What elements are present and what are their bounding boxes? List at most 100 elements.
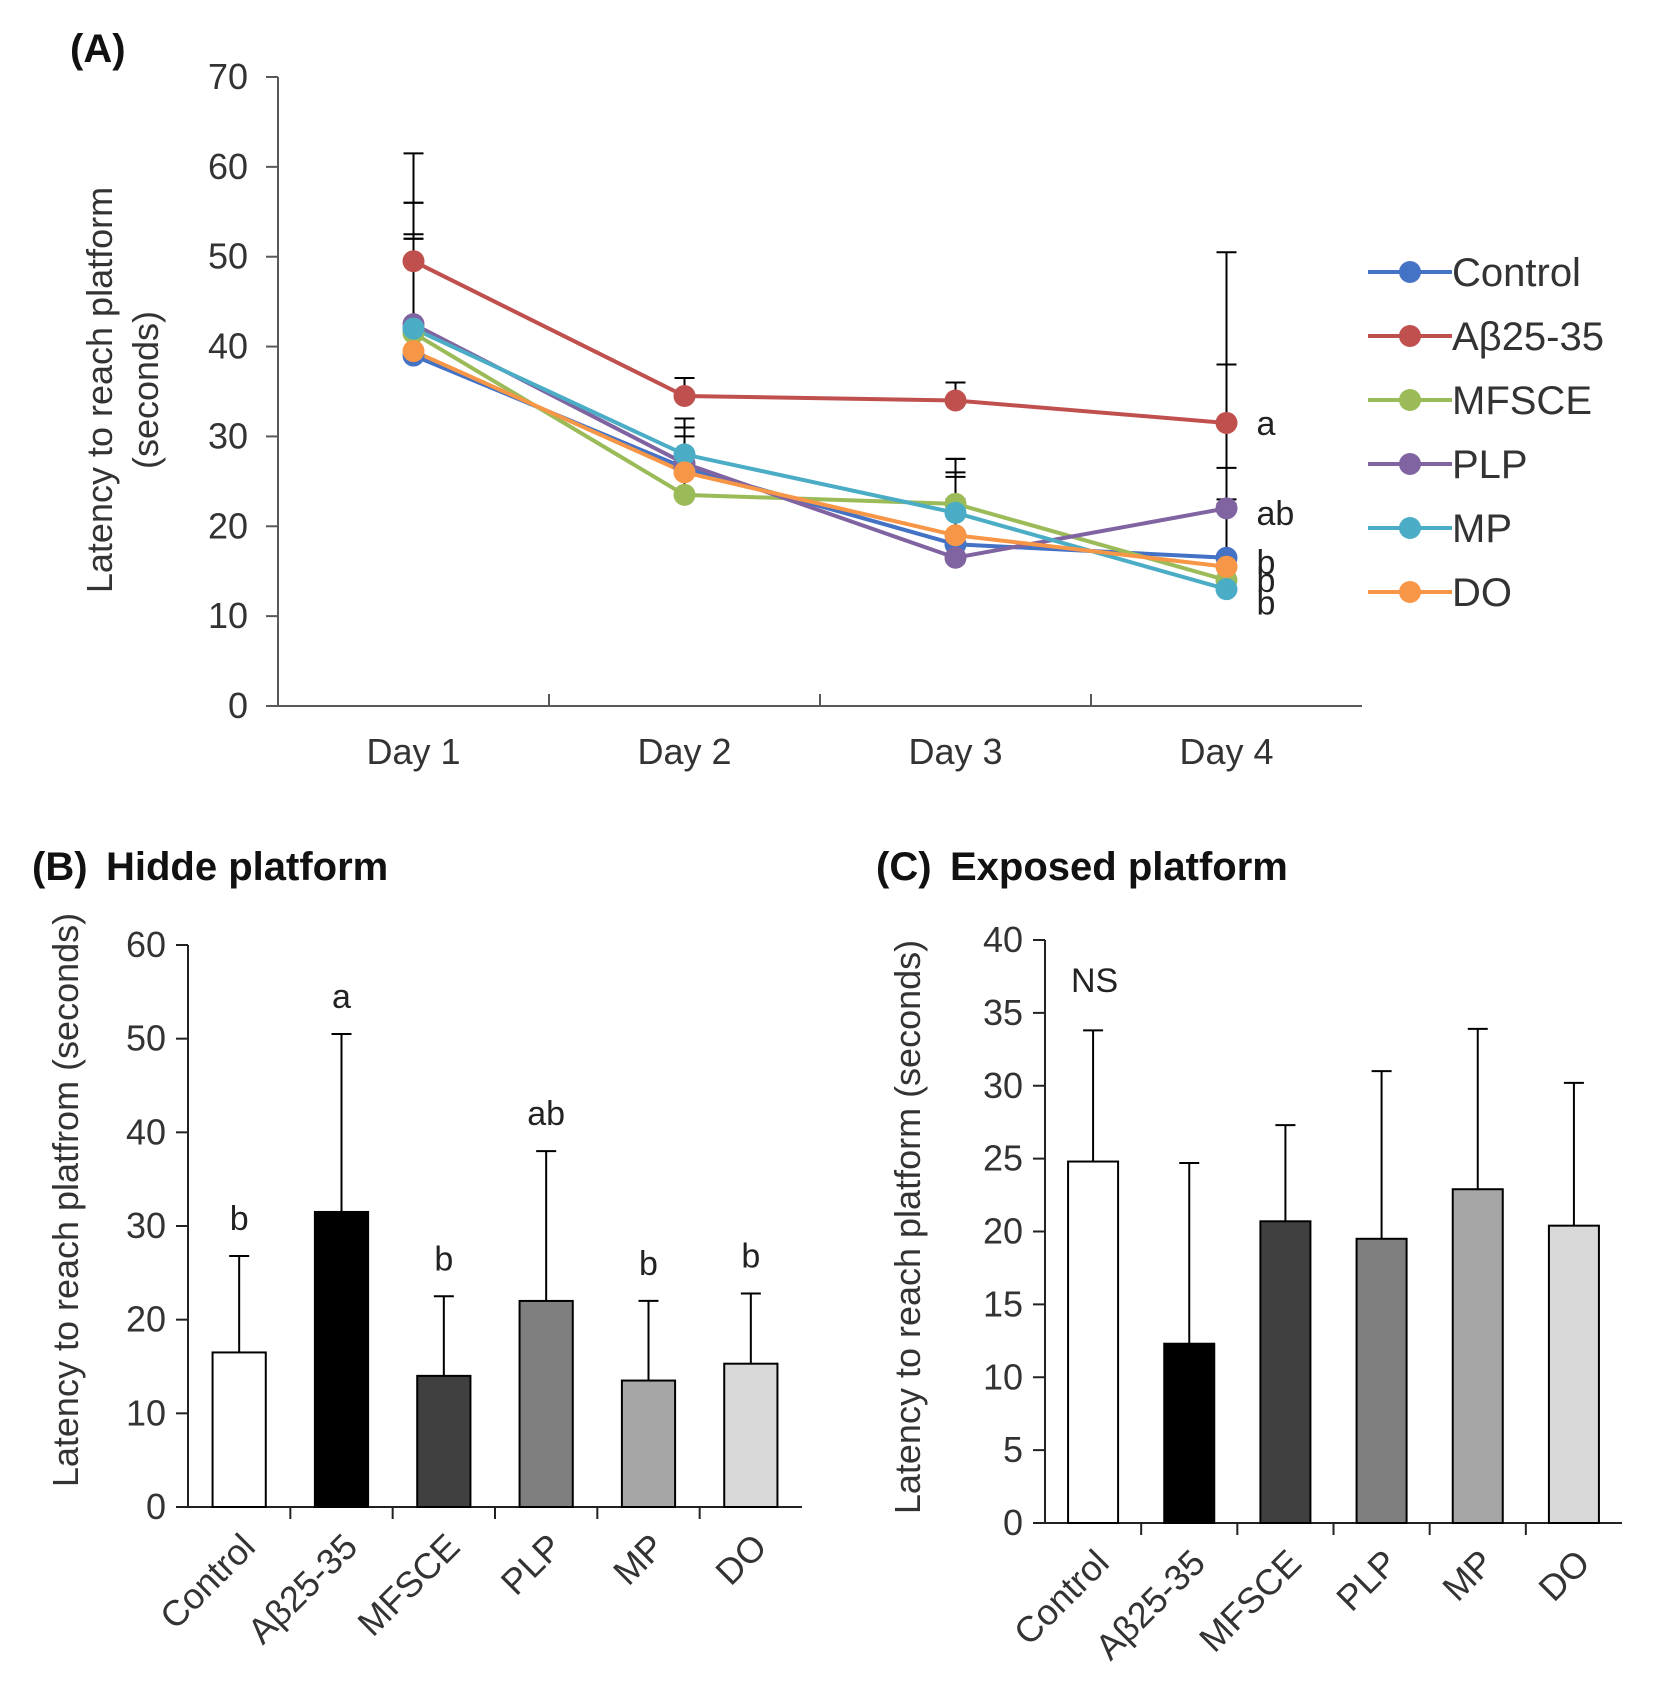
panel-b-bar <box>211 1351 267 1508</box>
panel-b-ytick-label: 20 <box>126 1299 166 1340</box>
panel-c-ytick-label: 30 <box>983 1065 1023 1106</box>
legend-label: DO <box>1452 571 1512 615</box>
legend-marker <box>1399 453 1421 475</box>
panel-c-ytick-label: 0 <box>1003 1502 1023 1543</box>
panel-c-bar <box>1547 1224 1600 1525</box>
panel-b-xtick-label: PLP <box>493 1526 570 1603</box>
panel-b-ytick-label: 0 <box>146 1486 166 1527</box>
panel-a-ytick-label: 50 <box>208 236 248 277</box>
panel-b: (B) Hidde platform Latency to reach plat… <box>32 845 802 1651</box>
panel-b-ytick-label: 10 <box>126 1392 166 1433</box>
panel-a-point <box>944 389 967 412</box>
panel-c-ytick-label: 20 <box>983 1211 1023 1252</box>
panel-c-ytick-label: 40 <box>983 919 1023 960</box>
panel-c-bar <box>1355 1237 1408 1524</box>
panel-c-xtick-label: PLP <box>1328 1542 1405 1619</box>
panel-a-ytick-label: 10 <box>208 595 248 636</box>
panel-a-point <box>1215 411 1238 434</box>
panel-a-series-line-plp <box>412 322 1227 560</box>
panel-c-bar <box>1163 1342 1216 1525</box>
panel-c-ytick-label: 25 <box>983 1138 1023 1179</box>
legend-marker <box>1399 389 1421 411</box>
panel-a-point <box>402 317 425 340</box>
panel-b-bar <box>313 1210 370 1508</box>
panel-a-series-line-do <box>412 349 1227 569</box>
panel-b-ylabel: Latency to reach platfrom (seconds) <box>45 913 86 1487</box>
panel-a-label: (A) <box>70 27 126 71</box>
panel-a-ytick-label: 70 <box>208 56 248 97</box>
panel-a-xtick-label: Day 4 <box>1179 731 1273 772</box>
panel-c-annotation: NS <box>1071 962 1118 1000</box>
panel-b-significance-letter: a <box>332 978 351 1016</box>
panel-a-significance-letter: b <box>1257 544 1276 582</box>
panel-c-bar <box>1259 1220 1312 1524</box>
panel-a-point <box>944 524 967 547</box>
panel-a-point <box>944 501 967 524</box>
panel-a-ytick-label: 30 <box>208 415 248 456</box>
legend-marker <box>1399 517 1421 539</box>
panel-a-xtick-label: Day 1 <box>366 731 460 772</box>
legend-label: PLP <box>1452 443 1528 487</box>
panel-a-point <box>673 443 696 466</box>
panel-b-significance-letter: ab <box>527 1095 565 1133</box>
panel-c: (C) Exposed platform Latency to reach pl… <box>876 845 1622 1667</box>
panel-a-point <box>402 340 425 363</box>
legend-label: Aβ25-35 <box>1452 315 1604 359</box>
panel-b-label: (B) <box>32 845 88 889</box>
legend-label: MP <box>1452 507 1512 551</box>
panel-a-ytick-label: 60 <box>208 146 248 187</box>
panel-c-ytick-label: 15 <box>983 1283 1023 1324</box>
panel-a-ytick-label: 0 <box>228 685 248 726</box>
panel-a-ylabel-line2: (seconds) <box>125 311 166 469</box>
panel-b-xtick-label: Aβ25-35 <box>239 1526 365 1652</box>
panel-b-significance-letter: b <box>639 1245 658 1283</box>
panel-a-point <box>673 483 696 506</box>
panel-c-xtick-label: DO <box>1530 1542 1597 1609</box>
panel-a-series-line-a2535 <box>412 259 1227 425</box>
panel-a-xtick-label: Day 2 <box>637 731 731 772</box>
panel-a-xtick-label: Day 3 <box>908 731 1002 772</box>
panel-b-ytick-label: 30 <box>126 1205 166 1246</box>
panel-b-title: Hidde platform <box>106 845 388 889</box>
legend-marker <box>1399 581 1421 603</box>
panel-c-ytick-label: 10 <box>983 1356 1023 1397</box>
panel-b-significance-letter: b <box>434 1240 453 1278</box>
panel-c-bar <box>1451 1188 1504 1525</box>
panel-a-series-line-mfsce <box>412 331 1228 583</box>
panel-a-point <box>1215 555 1238 578</box>
panel-a: (A) Latency to reach platform (seconds) … <box>70 27 1604 772</box>
panel-a-ytick-label: 40 <box>208 326 248 367</box>
panel-b-significance-letter: b <box>230 1200 249 1238</box>
panel-a-significance-letter: a <box>1257 405 1276 443</box>
panel-b-bar <box>416 1374 472 1509</box>
legend-marker <box>1399 325 1421 347</box>
panel-c-ytick-label: 5 <box>1003 1429 1023 1470</box>
legend-marker <box>1399 261 1421 283</box>
legend-label: MFSCE <box>1452 379 1592 423</box>
panel-b-ytick-label: 60 <box>126 924 166 965</box>
panel-c-title: Exposed platform <box>950 845 1288 889</box>
panel-b-bar <box>518 1299 574 1509</box>
panel-b-bar <box>723 1362 779 1508</box>
panel-a-significance-letter: b <box>1257 585 1276 623</box>
panel-a-significance-letter: ab <box>1257 495 1295 533</box>
panel-b-ytick-label: 40 <box>126 1111 166 1152</box>
panel-a-point <box>1215 497 1238 520</box>
panel-c-ytick-label: 35 <box>983 992 1023 1033</box>
panel-c-ylabel: Latency to reach platform (seconds) <box>887 940 928 1514</box>
panel-c-xtick-label: MP <box>1434 1542 1501 1609</box>
panel-a-ylabel-line1: Latency to reach platform <box>79 187 120 593</box>
panel-a-point <box>402 250 425 273</box>
panel-b-bar <box>620 1379 677 1509</box>
panel-b-xtick-label: MFSCE <box>349 1526 467 1644</box>
panel-a-point <box>1215 578 1238 601</box>
panel-b-ytick-label: 50 <box>126 1018 166 1059</box>
panel-c-bar <box>1067 1160 1120 1525</box>
panel-a-ytick-label: 20 <box>208 505 248 546</box>
panel-b-significance-letter: b <box>741 1237 760 1275</box>
legend-label: Control <box>1452 251 1581 295</box>
panel-a-point <box>673 461 696 484</box>
panel-a-significance-letter: b <box>1257 562 1276 600</box>
